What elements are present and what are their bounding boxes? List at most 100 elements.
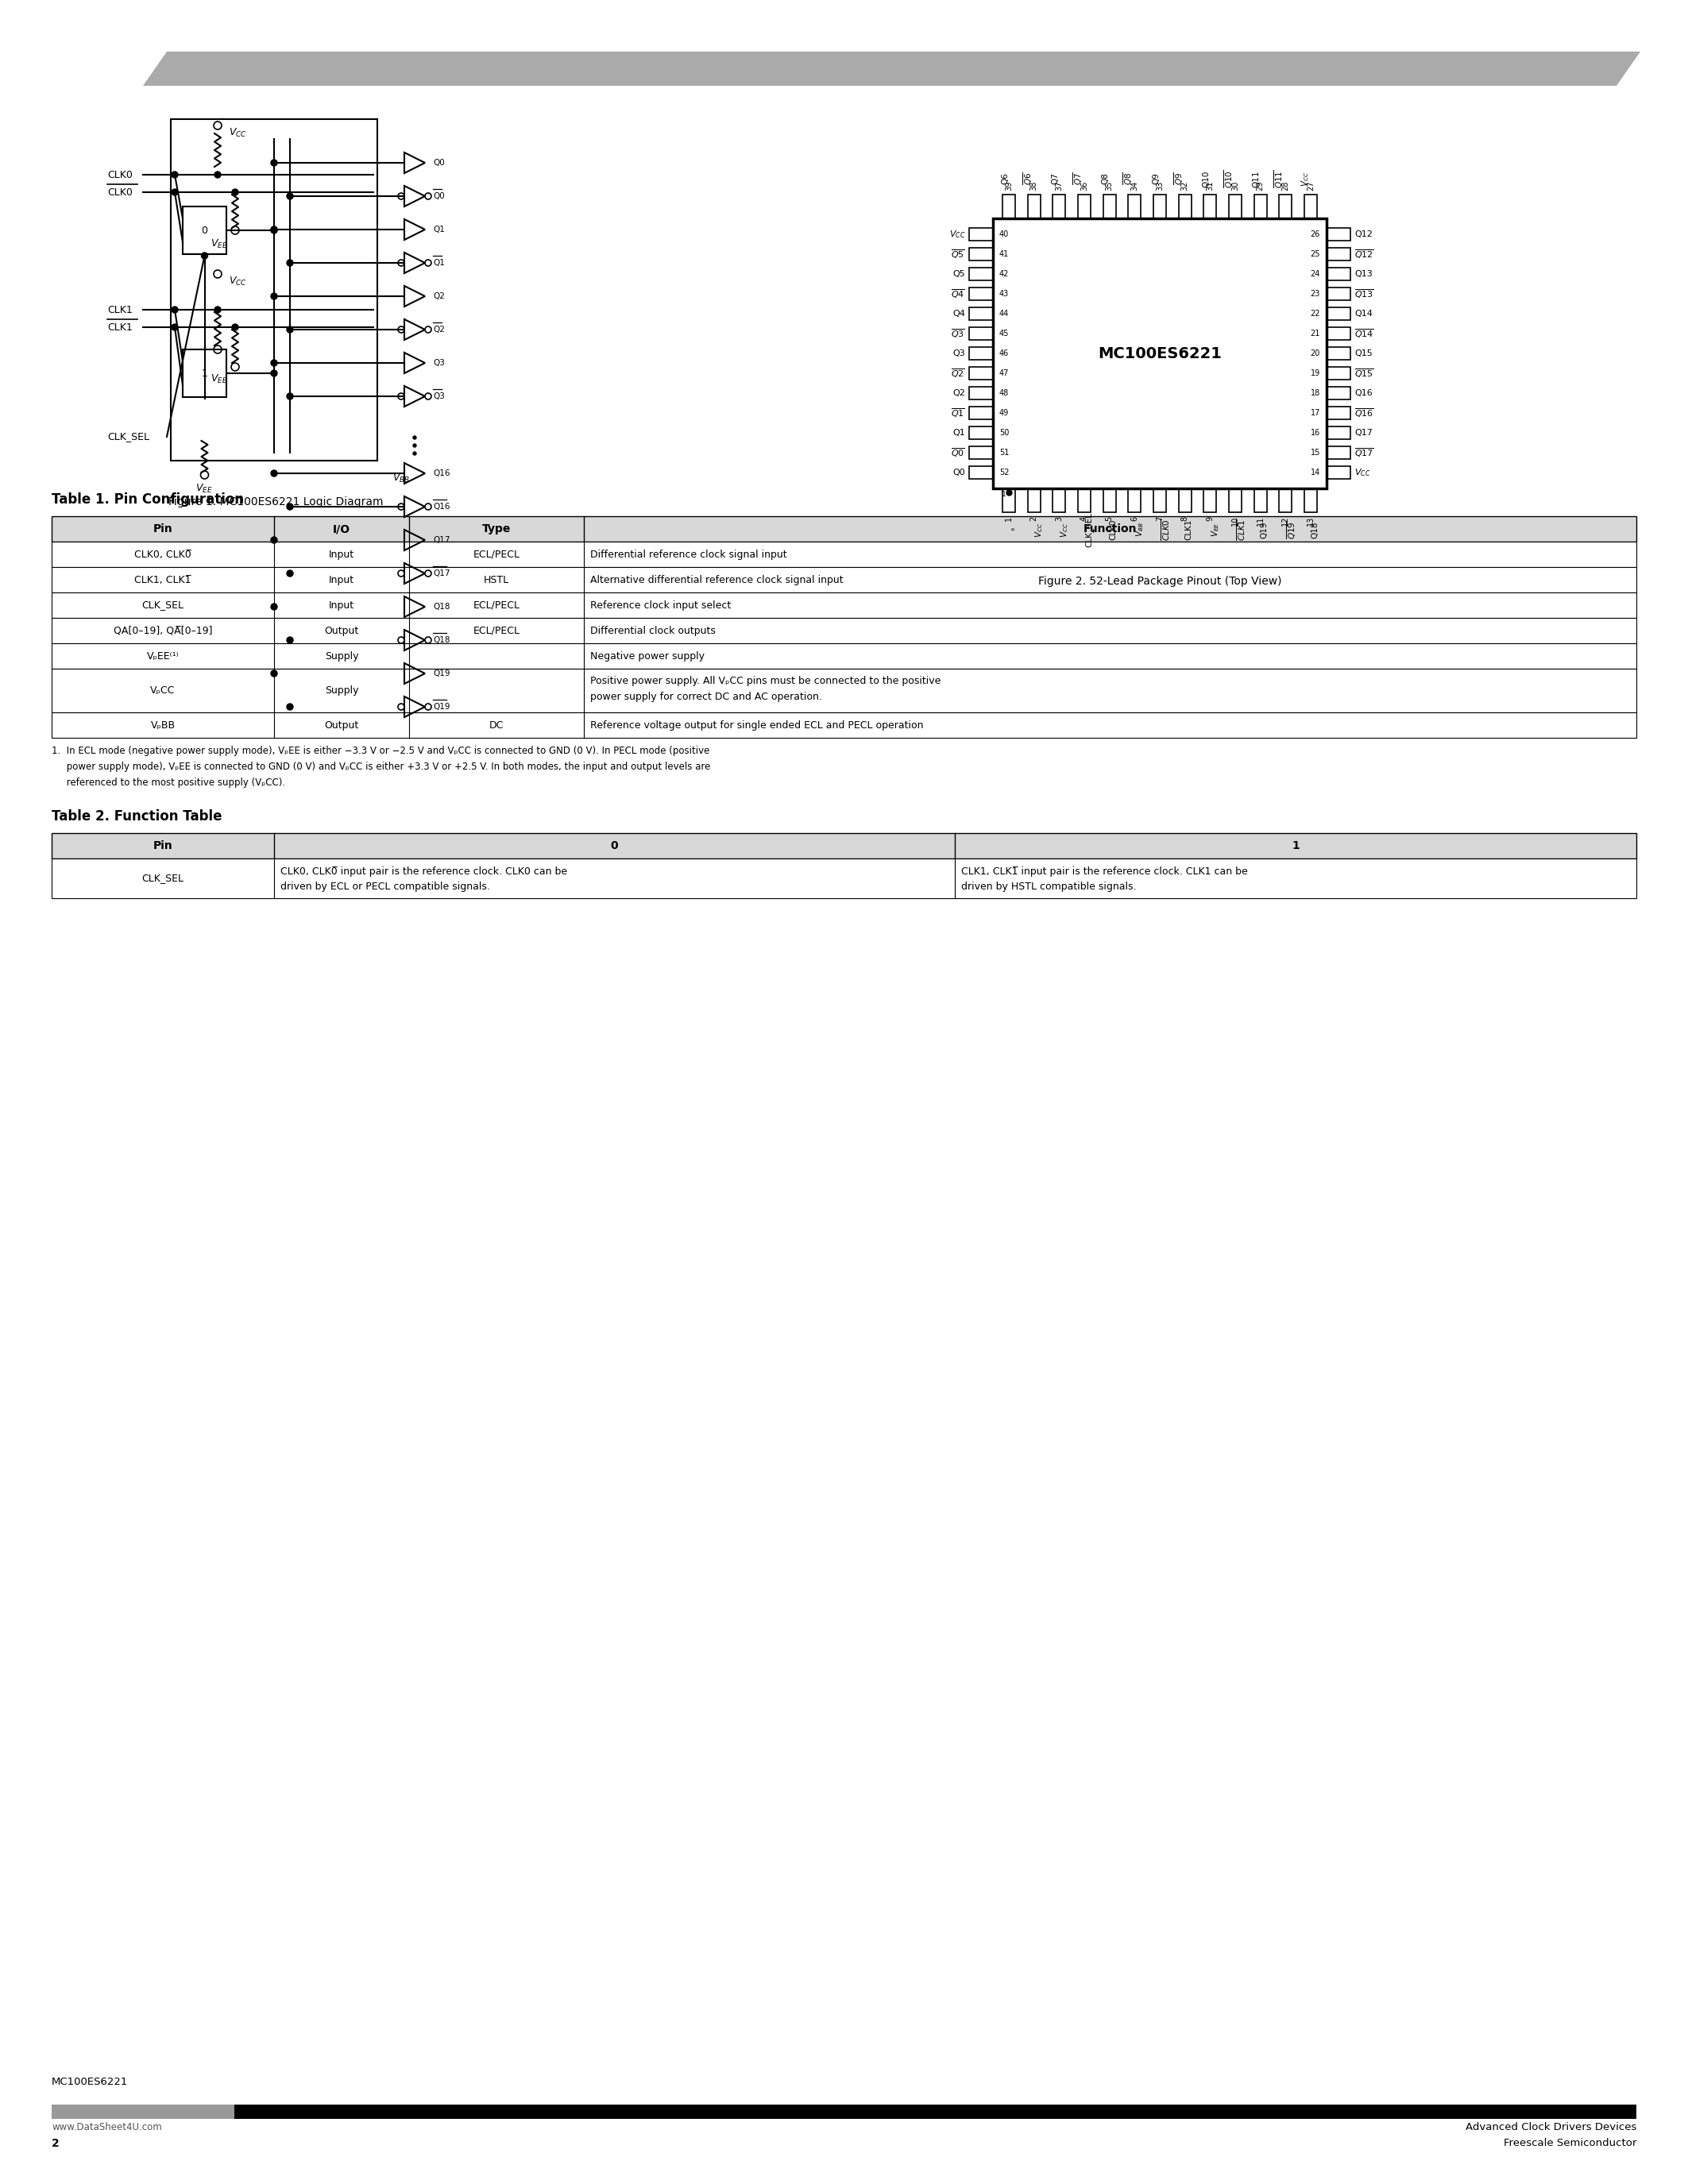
- Text: Q7: Q7: [1052, 173, 1058, 186]
- Circle shape: [287, 703, 294, 710]
- Polygon shape: [143, 52, 1641, 85]
- Bar: [1053, 194, 1065, 218]
- Text: Q13: Q13: [1354, 271, 1372, 277]
- Text: $\overline{Q7}$: $\overline{Q7}$: [1072, 173, 1084, 186]
- Bar: [1178, 489, 1192, 513]
- Text: $\overline{Q2}$: $\overline{Q2}$: [950, 367, 966, 380]
- Text: 38: 38: [1030, 181, 1038, 190]
- Text: Input: Input: [329, 548, 354, 559]
- Text: CLK0, CLK0̅: CLK0, CLK0̅: [135, 548, 191, 559]
- Text: Q1: Q1: [432, 260, 444, 266]
- Circle shape: [270, 159, 277, 166]
- Bar: [1003, 194, 1014, 218]
- Bar: [993, 218, 1327, 489]
- Text: HSTL: HSTL: [484, 574, 510, 585]
- Bar: [1204, 194, 1217, 218]
- Text: $\overline{Q17}$: $\overline{Q17}$: [1354, 446, 1374, 459]
- Bar: [1327, 247, 1350, 260]
- Text: CLK0, CLK0̅ input pair is the reference clock. CLK0 can be: CLK0, CLK0̅ input pair is the reference …: [280, 867, 567, 876]
- Text: 11: 11: [1256, 515, 1264, 526]
- Text: 46: 46: [999, 349, 1009, 358]
- Text: Q2: Q2: [432, 293, 444, 299]
- Bar: [235, 2105, 1636, 2118]
- Text: Q10: Q10: [1202, 170, 1210, 188]
- Text: Q3: Q3: [432, 393, 444, 400]
- Text: 4: 4: [1080, 515, 1089, 522]
- Text: $\overline{Q0}$: $\overline{Q0}$: [950, 446, 966, 459]
- Text: 14: 14: [1310, 470, 1320, 476]
- Text: 22: 22: [1310, 310, 1320, 317]
- Circle shape: [172, 173, 177, 177]
- Bar: [969, 446, 993, 459]
- Circle shape: [270, 227, 277, 234]
- Circle shape: [270, 670, 277, 677]
- Bar: [1327, 446, 1350, 459]
- Bar: [1327, 426, 1350, 439]
- Text: VₚEE⁽¹⁾: VₚEE⁽¹⁾: [147, 651, 179, 662]
- Text: Output: Output: [324, 721, 360, 729]
- Text: 52: 52: [999, 470, 1009, 476]
- Text: $\overline{Q10}$: $\overline{Q10}$: [1222, 170, 1236, 188]
- Text: $\overline{CLK1}$: $\overline{CLK1}$: [1236, 518, 1247, 542]
- Bar: [52, 832, 1636, 858]
- Text: Output: Output: [324, 625, 360, 636]
- Text: 42: 42: [999, 271, 1009, 277]
- Text: 1: 1: [1004, 515, 1013, 522]
- Text: 1.  In ECL mode (negative power supply mode), VₚEE is either −3.3 V or −2.5 V an: 1. In ECL mode (negative power supply mo…: [52, 745, 709, 756]
- Text: 49: 49: [999, 408, 1009, 417]
- Text: Q17: Q17: [432, 535, 451, 544]
- Text: $V_{EE}$: $V_{EE}$: [196, 483, 213, 496]
- Bar: [969, 227, 993, 240]
- Text: Q15: Q15: [1354, 349, 1372, 358]
- Bar: [1128, 194, 1141, 218]
- Text: 43: 43: [999, 290, 1009, 297]
- Bar: [1327, 367, 1350, 380]
- Text: Q18: Q18: [1310, 522, 1318, 537]
- Text: $\overline{Q3}$: $\overline{Q3}$: [950, 328, 966, 341]
- Text: $\overline{Q1}$: $\overline{Q1}$: [950, 406, 966, 419]
- Circle shape: [172, 306, 177, 312]
- Text: 45: 45: [999, 330, 1009, 339]
- Text: Supply: Supply: [324, 651, 358, 662]
- Text: 5: 5: [1106, 515, 1114, 522]
- Text: 51: 51: [999, 448, 1009, 456]
- Text: 17: 17: [1310, 408, 1320, 417]
- Text: Q16: Q16: [1354, 389, 1372, 397]
- Bar: [969, 308, 993, 321]
- Text: 9: 9: [1207, 515, 1214, 522]
- Text: 47: 47: [999, 369, 1009, 378]
- Text: I/O: I/O: [333, 524, 351, 535]
- Bar: [969, 465, 993, 478]
- Bar: [1053, 489, 1065, 513]
- Text: CLK1: CLK1: [108, 304, 132, 314]
- Circle shape: [270, 369, 277, 376]
- Circle shape: [270, 293, 277, 299]
- Text: Q16: Q16: [432, 502, 451, 511]
- Bar: [1327, 227, 1350, 240]
- Text: MC100ES6221: MC100ES6221: [52, 2077, 128, 2088]
- Text: referenced to the most positive supply (VₚCC).: referenced to the most positive supply (…: [52, 778, 285, 788]
- Text: 40: 40: [999, 229, 1009, 238]
- Text: CLK_SEL: CLK_SEL: [108, 432, 149, 441]
- Text: CLK1, CLK1̅ input pair is the reference clock. CLK1 can be: CLK1, CLK1̅ input pair is the reference …: [960, 867, 1247, 876]
- Bar: [1327, 288, 1350, 299]
- Text: 2: 2: [1030, 515, 1038, 522]
- Text: Figure 2. 52-Lead Package Pinout (Top View): Figure 2. 52-Lead Package Pinout (Top Vi…: [1038, 577, 1281, 587]
- Text: Alternative differential reference clock signal input: Alternative differential reference clock…: [591, 574, 844, 585]
- Bar: [969, 347, 993, 360]
- Text: Freescale Semiconductor: Freescale Semiconductor: [1504, 2138, 1636, 2149]
- Text: Positive power supply. All VₚCC pins must be connected to the positive: Positive power supply. All VₚCC pins mus…: [591, 675, 940, 686]
- Text: Q2: Q2: [952, 389, 966, 397]
- Text: MC100ES6221: MC100ES6221: [1097, 345, 1222, 360]
- Text: 36: 36: [1080, 181, 1089, 190]
- Text: VₚBB: VₚBB: [150, 721, 176, 729]
- Bar: [1254, 489, 1266, 513]
- Text: 21: 21: [1310, 330, 1320, 339]
- Text: CLK1: CLK1: [1185, 520, 1193, 539]
- Bar: [969, 247, 993, 260]
- Text: Differential clock outputs: Differential clock outputs: [591, 625, 716, 636]
- Text: Q9: Q9: [1151, 173, 1160, 186]
- Text: $V_{CC}$: $V_{CC}$: [1058, 522, 1070, 537]
- Circle shape: [287, 393, 294, 400]
- Text: $\overline{Q9}$: $\overline{Q9}$: [1173, 173, 1185, 186]
